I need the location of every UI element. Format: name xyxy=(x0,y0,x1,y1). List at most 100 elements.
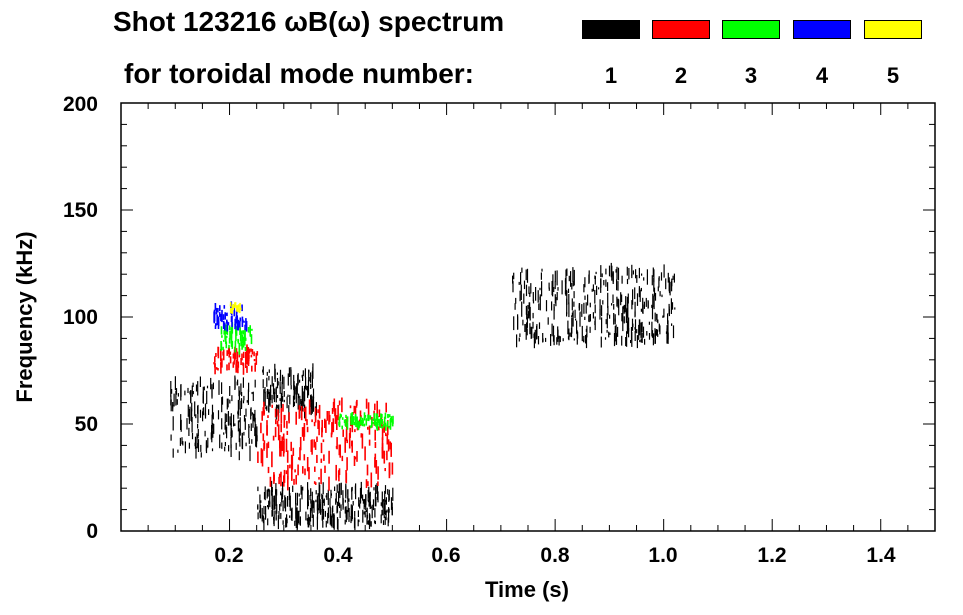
spectral-streak xyxy=(255,433,257,447)
spectral-streak xyxy=(607,282,609,291)
spectral-streak xyxy=(174,376,176,390)
spectral-streak xyxy=(652,293,654,308)
spectral-streak xyxy=(594,320,596,326)
spectral-streak xyxy=(601,305,603,317)
spectral-streak xyxy=(355,417,357,420)
spectral-streak xyxy=(307,385,309,398)
spectral-streak xyxy=(229,399,231,404)
spectral-streak xyxy=(662,315,664,318)
spectral-streak xyxy=(583,284,585,293)
spectral-streak xyxy=(384,516,386,525)
spectral-streak xyxy=(596,285,598,295)
spectral-streak xyxy=(297,395,299,410)
spectral-streak xyxy=(228,362,230,371)
spectral-streak xyxy=(191,432,194,440)
spectral-streak xyxy=(600,278,602,288)
spectral-streak xyxy=(523,280,526,290)
spectral-streak xyxy=(608,265,611,277)
spectral-streak xyxy=(622,306,625,310)
spectral-streak xyxy=(352,416,355,423)
spectral-streak xyxy=(365,509,367,512)
spectral-streak xyxy=(197,435,199,439)
feature-mode-1-1 xyxy=(262,363,317,421)
spectral-streak xyxy=(559,336,561,339)
spectral-streak xyxy=(647,301,649,309)
spectral-streak xyxy=(270,384,272,394)
spectral-streak xyxy=(238,428,240,443)
spectral-streak xyxy=(632,323,634,328)
spectral-streak xyxy=(258,510,261,513)
spectral-streak xyxy=(381,424,384,440)
spectral-streak xyxy=(663,264,665,278)
spectral-streak xyxy=(310,499,312,504)
spectral-streak xyxy=(268,392,270,406)
spectral-streak xyxy=(659,325,661,335)
spectral-streak xyxy=(223,339,225,342)
spectral-streak xyxy=(526,328,528,336)
spectral-streak xyxy=(328,476,330,491)
spectral-streak xyxy=(215,353,217,357)
spectral-streak xyxy=(261,451,264,467)
spectral-streak xyxy=(177,449,179,453)
spectral-streak xyxy=(240,331,242,336)
spectral-streak xyxy=(298,510,300,522)
spectral-streak xyxy=(314,466,316,472)
spectral-streak xyxy=(385,402,387,413)
legend-label-mode-5: 5 xyxy=(886,63,900,88)
spectral-streak xyxy=(329,498,331,509)
spectral-streak xyxy=(252,391,254,401)
spectral-streak xyxy=(626,321,628,334)
spectral-streak xyxy=(298,520,300,525)
spectral-streak xyxy=(364,415,367,418)
spectral-streak xyxy=(299,437,302,451)
spectral-streak xyxy=(666,328,668,344)
spectral-streak xyxy=(581,304,583,317)
spectral-streak xyxy=(212,422,214,438)
spectral-streak xyxy=(232,353,235,359)
spectral-streak xyxy=(238,308,241,314)
spectral-streak xyxy=(567,288,570,293)
spectral-streak xyxy=(572,267,574,283)
spectral-streak xyxy=(221,397,223,413)
spectral-streak xyxy=(355,420,357,427)
spectral-streak xyxy=(314,407,317,423)
spectral-streak xyxy=(170,395,172,405)
spectral-streak xyxy=(326,411,329,421)
spectral-streak xyxy=(320,499,322,503)
spectral-streak xyxy=(246,365,248,373)
spectral-streak xyxy=(235,442,237,450)
spectral-streak xyxy=(571,312,573,317)
spectral-streak xyxy=(639,289,641,302)
spectral-streak xyxy=(340,414,342,418)
spectral-streak xyxy=(521,267,523,273)
spectral-streak xyxy=(239,438,241,447)
spectral-streak xyxy=(220,362,222,365)
spectral-streak xyxy=(218,380,220,395)
spectral-streak xyxy=(667,313,669,325)
spectral-streak xyxy=(374,429,376,441)
spectral-streak xyxy=(285,470,288,475)
spectral-streak xyxy=(245,442,247,447)
spectral-streak xyxy=(180,384,182,401)
spectral-streak xyxy=(268,397,270,413)
spectral-streak xyxy=(654,292,657,301)
spectral-streak xyxy=(237,304,240,308)
spectral-streak xyxy=(251,392,253,395)
spectral-streak xyxy=(302,486,304,491)
spectral-streak xyxy=(228,445,230,452)
spectral-streak xyxy=(273,514,275,522)
spectral-streak xyxy=(243,320,245,323)
spectral-streak xyxy=(276,420,279,427)
spectral-streak xyxy=(374,403,376,411)
spectral-streak xyxy=(374,521,376,525)
spectral-streak xyxy=(657,334,659,337)
spectral-streak xyxy=(296,385,298,395)
spectral-streak xyxy=(254,417,256,433)
spectral-streak xyxy=(221,418,223,430)
spectral-streak xyxy=(240,398,243,408)
spectral-streak xyxy=(541,281,543,297)
spectral-streak xyxy=(370,521,372,527)
spectral-streak xyxy=(267,488,269,497)
spectral-streak xyxy=(585,335,587,344)
spectral-streak xyxy=(356,416,358,422)
